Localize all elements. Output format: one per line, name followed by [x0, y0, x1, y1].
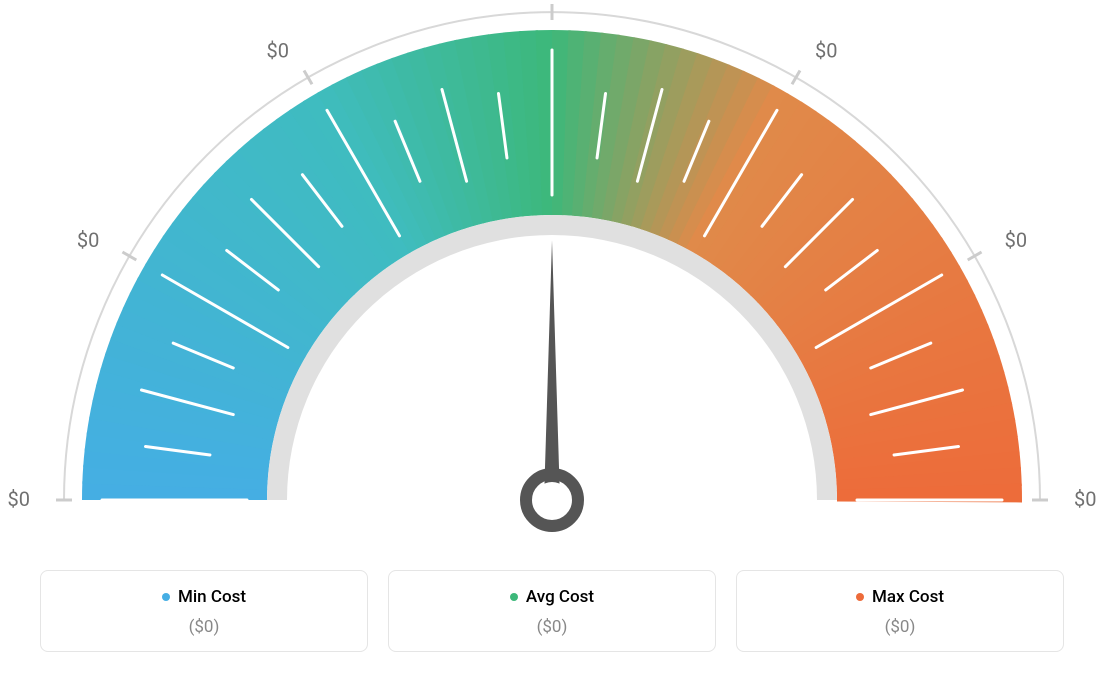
legend-label-avg: Avg Cost	[526, 587, 594, 607]
gauge-tick-label: $0	[267, 38, 289, 62]
legend-card-avg: Avg Cost ($0)	[388, 570, 716, 652]
legend-value-max: ($0)	[747, 617, 1053, 637]
gauge-tick-label: $0	[1005, 228, 1027, 252]
legend-value-avg: ($0)	[399, 617, 705, 637]
legend-row: Min Cost ($0) Avg Cost ($0) Max Cost ($0…	[40, 570, 1064, 652]
gauge-svg: $0$0$0$0$0$0$0	[0, 0, 1104, 560]
gauge-tick-label: $0	[77, 228, 99, 252]
legend-title-max: Max Cost	[747, 587, 1053, 607]
gauge-tick-label: $0	[815, 38, 837, 62]
gauge-tick-label: $0	[8, 487, 30, 511]
gauge-tick-label: $0	[1074, 487, 1096, 511]
legend-title-min: Min Cost	[51, 587, 357, 607]
gauge-chart: $0$0$0$0$0$0$0	[0, 0, 1104, 560]
legend-dot-min	[162, 593, 170, 601]
legend-dot-max	[856, 593, 864, 601]
gauge-needle	[544, 240, 560, 500]
legend-value-min: ($0)	[51, 617, 357, 637]
legend-title-avg: Avg Cost	[399, 587, 705, 607]
legend-label-min: Min Cost	[178, 587, 246, 607]
legend-card-max: Max Cost ($0)	[736, 570, 1064, 652]
legend-dot-avg	[510, 593, 518, 601]
legend-card-min: Min Cost ($0)	[40, 570, 368, 652]
legend-label-max: Max Cost	[872, 587, 944, 607]
gauge-needle-hub-inner	[534, 482, 570, 518]
